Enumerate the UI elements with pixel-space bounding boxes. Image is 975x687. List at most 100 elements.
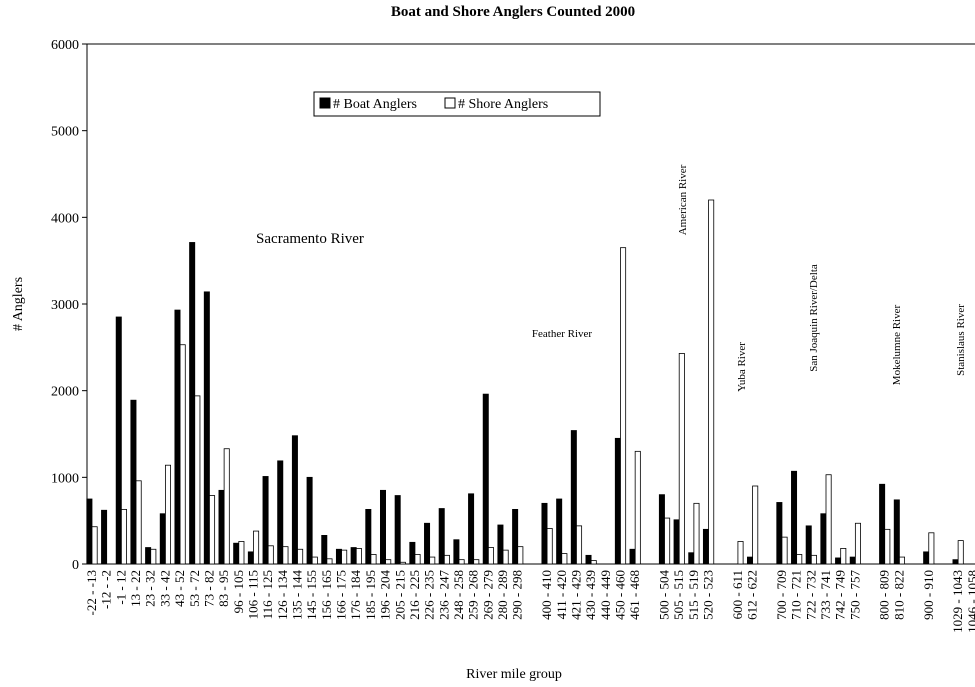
bar [159, 513, 166, 565]
x-tick-label: 269 - 279 [480, 570, 495, 620]
x-tick-label: 430 - 439 [583, 570, 598, 620]
annotation: San Joaquin River/Delta [808, 264, 820, 372]
bar [355, 548, 362, 565]
x-tick-label: 900 - 910 [921, 570, 936, 620]
x-tick-label: 505 - 515 [671, 570, 686, 620]
x-tick-label: 53 - 72 [187, 570, 202, 607]
bar [218, 489, 225, 565]
bar [365, 508, 372, 565]
plot-frame [86, 43, 975, 565]
bar [776, 502, 783, 565]
bar [233, 542, 240, 565]
bar [267, 545, 274, 565]
bar [923, 551, 930, 565]
y-tick-label: 5000 [51, 125, 79, 140]
x-axis-label: River mile group [466, 667, 562, 682]
x-tick-label: 1029 - 1043 [950, 570, 965, 633]
bar [629, 548, 636, 565]
bar [379, 489, 386, 565]
bar [130, 399, 137, 565]
bar [306, 476, 313, 565]
bar [438, 508, 445, 565]
x-tick-label: 236 - 247 [436, 570, 451, 620]
bar [849, 556, 856, 565]
annotation: American River [677, 164, 689, 235]
bar [546, 528, 553, 565]
bar [620, 247, 627, 565]
bar [673, 519, 680, 565]
bar [350, 547, 357, 565]
bar [458, 559, 465, 565]
y-tick-label: 0 [72, 558, 79, 573]
bar [223, 448, 230, 565]
bar [453, 539, 460, 565]
bar [253, 530, 260, 565]
x-tick-label: 700 - 709 [774, 570, 789, 620]
bar [497, 524, 504, 565]
x-tick-label: -12 - -2 [99, 570, 114, 609]
bar [693, 502, 700, 565]
x-tick-label: 96 - 105 [231, 570, 246, 613]
x-tick-label: 226 - 235 [422, 570, 437, 620]
x-tick-label: 135 - 144 [290, 570, 305, 620]
x-tick-label: 612 - 622 [745, 570, 760, 620]
bar [326, 558, 333, 565]
bar [708, 199, 715, 565]
bar [737, 541, 744, 565]
bar [424, 522, 431, 565]
bar [145, 547, 152, 565]
bar [209, 495, 216, 565]
x-tick-label: 156 - 165 [319, 570, 334, 620]
bar [120, 508, 127, 565]
bar [282, 546, 289, 565]
bar [277, 460, 284, 565]
bar [414, 554, 421, 565]
bar [203, 291, 210, 565]
annotation: Feather River [532, 328, 593, 340]
bar [297, 548, 304, 565]
x-tick-label: 450 - 460 [612, 570, 627, 620]
x-tick-label: 205 - 215 [392, 570, 407, 620]
x-tick-label: -22 - -13 [84, 570, 99, 616]
x-tick-label: 216 - 225 [407, 570, 422, 620]
x-tick-label: 23 - 32 [143, 570, 158, 607]
bar [590, 560, 597, 565]
bar [512, 508, 519, 565]
x-tick-label: 1046 - 1058 [965, 570, 975, 633]
x-tick-label: 83 - 95 [216, 570, 231, 607]
bar [443, 554, 450, 565]
bar [879, 483, 886, 565]
bar [820, 513, 827, 565]
y-tick-label: 6000 [51, 38, 79, 53]
bar [556, 498, 563, 565]
x-tick-label: 800 - 809 [877, 570, 892, 620]
x-tick-label: 259 - 268 [466, 570, 481, 620]
legend-swatch [319, 97, 331, 109]
x-tick-label: 810 - 822 [891, 570, 906, 620]
bar [781, 536, 788, 565]
x-tick-label: 722 - 732 [803, 570, 818, 620]
x-tick-label: 13 - 22 [128, 570, 143, 607]
y-tick-label: 2000 [51, 385, 79, 400]
bar [835, 557, 842, 565]
bar [634, 450, 641, 565]
bar [893, 499, 900, 565]
bar [796, 554, 803, 565]
x-tick-label: 248 - 258 [451, 570, 466, 620]
x-tick-label: 421 - 429 [568, 570, 583, 620]
bar [262, 476, 269, 565]
annotation: Sacramento River [256, 231, 364, 247]
x-tick-label: 742 - 749 [833, 570, 848, 620]
bar [482, 393, 489, 565]
x-tick-label: 176 - 184 [348, 570, 363, 620]
bar [688, 552, 695, 565]
x-tick-label: 106 - 115 [245, 570, 260, 619]
bar [664, 517, 671, 565]
x-tick-label: 411 - 420 [554, 570, 569, 619]
x-tick-label: 461 - 468 [627, 570, 642, 620]
bar [957, 540, 964, 565]
bar [561, 553, 568, 565]
bar [370, 554, 377, 565]
x-tick-label: 440 - 449 [598, 570, 613, 620]
